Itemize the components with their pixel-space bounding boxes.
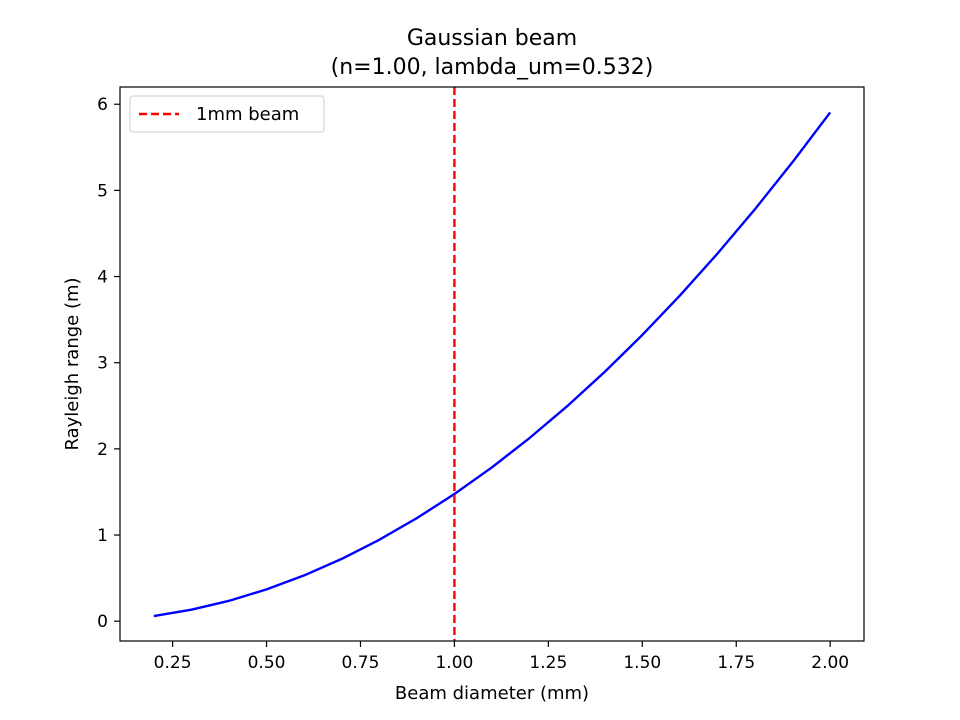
y-tick-label: 3	[97, 354, 108, 374]
chart-subtitle: (n=1.00, lambda_um=0.532)	[331, 55, 654, 80]
x-tick-label: 0.75	[342, 653, 380, 673]
x-tick-label: 0.50	[248, 653, 286, 673]
y-tick-label: 4	[97, 268, 108, 288]
chart-title: Gaussian beam	[407, 26, 577, 51]
plot-frame	[119, 86, 865, 642]
y-tick-label: 0	[97, 612, 108, 632]
x-tick-label: 1.50	[623, 653, 661, 673]
legend-label-1mm-beam: 1mm beam	[196, 104, 299, 125]
y-tick-label: 5	[97, 181, 108, 201]
x-tick-label: 0.25	[154, 653, 192, 673]
x-tick-label: 1.00	[435, 653, 473, 673]
legend: 1mm beam	[129, 95, 325, 133]
x-axis-ticks: 0.25 0.50 0.75 1.00 1.25 1.50 1.75 2.00	[154, 641, 849, 673]
x-axis-label: Beam diameter (mm)	[395, 683, 589, 704]
x-tick-label: 2.00	[811, 653, 849, 673]
y-tick-label: 1	[97, 526, 108, 546]
y-axis-ticks: 0 1 2 3 4 5 6	[97, 95, 120, 632]
series-line-0	[153, 111, 832, 618]
series-layer	[153, 111, 832, 618]
y-tick-label: 2	[97, 440, 108, 460]
y-tick-label: 6	[97, 95, 108, 115]
x-tick-label: 1.75	[717, 653, 755, 673]
legend-box	[129, 95, 325, 133]
x-tick-label: 1.25	[529, 653, 567, 673]
y-axis-label: Rayleigh range (m)	[62, 277, 83, 450]
